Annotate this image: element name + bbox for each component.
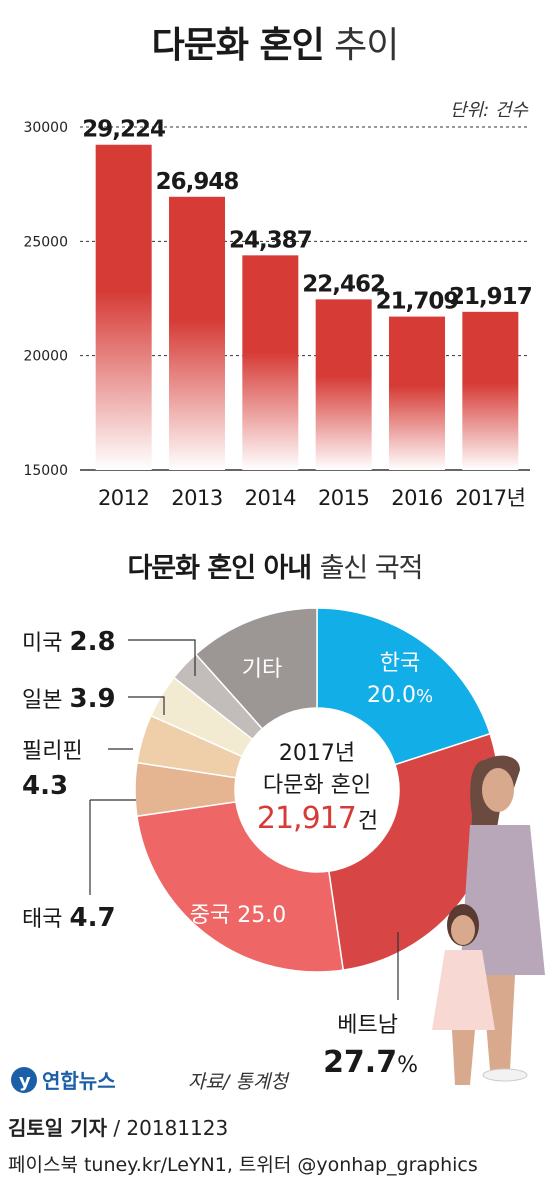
y-tick-label: 30000 — [23, 120, 68, 136]
infographic-svg: 30000 25000 20000 15000 29,224 2012 26,948 2013… — [11, 117, 545, 1093]
infographic-panel: 다문화 혼인 추이 단위: 건수 30000 25000 20000 15000 29,… — [0, 24, 550, 1101]
source-label: 자료/ 통계청 — [188, 1071, 290, 1093]
contact-line: 페이스북 tuney.kr/LeYN1, 트위터 @yonhap_graphic… — [8, 1154, 478, 1176]
x-tick-label: 2013 — [171, 486, 222, 510]
slice-value-number: 3.9 — [69, 684, 115, 714]
slice-label: 일본 3.9 — [22, 684, 116, 714]
publish-date: / 20181123 — [113, 1116, 229, 1140]
slice-value-suffix: % — [397, 1053, 418, 1078]
bar — [95, 144, 152, 470]
bar — [169, 196, 225, 470]
x-tick-label: 2015 — [318, 486, 369, 510]
x-tick-label: 2012 — [98, 486, 149, 510]
donut-title-bold: 다문화 혼인 아내 — [127, 553, 319, 584]
title-bold: 다문화 혼인 — [151, 25, 325, 66]
donut-center-value: 21,917건 — [257, 801, 377, 836]
bar — [242, 255, 299, 470]
bar-value-label: 21,917 — [449, 284, 532, 310]
slice-label: 한국 — [380, 651, 420, 676]
logo-text: 연합뉴스 — [42, 1069, 116, 1093]
bar — [462, 311, 519, 470]
slice-value-number: 4.7 — [69, 903, 115, 933]
bar-value-label: 29,224 — [82, 117, 165, 143]
slice-value-suffix: % — [416, 686, 433, 707]
slice-label: 중국 25.0 — [190, 903, 286, 928]
legs-shape — [482, 975, 515, 1070]
slice-value-number: 25.0 — [237, 903, 286, 928]
bar-value-label: 21,709 — [376, 289, 459, 315]
donut-center-unit: 건 — [358, 809, 377, 834]
donut-center-number: 21,917 — [257, 801, 356, 836]
slice-label-name: 중국 — [190, 903, 237, 928]
slice-label: 태국 4.7 — [22, 903, 116, 933]
donut-center-line: 2017년 — [279, 741, 355, 766]
y-tick-label: 15000 — [23, 463, 68, 479]
logo-mark — [11, 1067, 37, 1093]
title-light: 추이 — [334, 25, 399, 66]
slice-value-number: 2.8 — [69, 627, 115, 657]
face-shape — [482, 768, 514, 812]
footer: 김토일 기자 / 20181123 페이스북 tuney.kr/LeYN1, 트… — [0, 1100, 550, 1183]
slice-label: 미국 2.8 — [22, 627, 116, 657]
slice-value: 27.7% — [323, 1045, 418, 1080]
y-tick-label: 25000 — [23, 234, 68, 250]
child-legs-shape — [452, 1030, 475, 1085]
slice-label-name: 태국 — [22, 907, 69, 932]
x-tick-label: 2017년 — [455, 486, 525, 510]
bar-value-label: 24,387 — [229, 227, 312, 253]
slice-value-number: 27.7 — [323, 1045, 397, 1080]
reporter-name: 김토일 기자 — [8, 1116, 107, 1140]
donut-center-line: 다문화 혼인 — [263, 773, 371, 798]
x-tick-label: 2016 — [391, 486, 443, 510]
bar-value-label: 22,462 — [302, 271, 385, 297]
unit-label: 단위: 건수 — [449, 100, 528, 121]
page-title: 다문화 혼인 추이 — [0, 24, 550, 68]
donut-title: 다문화 혼인 아내 출신 국적 — [127, 553, 422, 584]
bar — [315, 299, 372, 470]
dress-shape — [460, 825, 545, 975]
reporter-line: 김토일 기자 / 20181123 — [8, 1112, 228, 1141]
slice-label: 필리핀 — [22, 739, 83, 764]
slice-label-name: 일본 — [22, 688, 69, 713]
leader-line — [128, 639, 196, 676]
child-dress-shape — [432, 950, 495, 1030]
slice-value: 20.0% — [367, 683, 433, 708]
y-tick-label: 20000 — [23, 349, 68, 365]
x-tick-label: 2014 — [245, 486, 297, 510]
slice-label: 기타 — [242, 657, 282, 682]
slice-value-number: 20.0 — [367, 683, 416, 708]
slice-label: 베트남 — [337, 1013, 398, 1038]
leader-line — [128, 696, 165, 715]
yonhap-logo: y 연합뉴스 — [11, 1067, 116, 1093]
child-face-shape — [451, 915, 475, 945]
logo-glyph: y — [19, 1071, 31, 1092]
bar — [389, 316, 445, 470]
donut-hole — [235, 708, 399, 872]
shoe-shape — [482, 1068, 528, 1082]
slice-label-name: 미국 — [22, 631, 69, 656]
donut-title-light: 출신 국적 — [320, 553, 423, 584]
mother-daughter-illustration — [432, 755, 545, 1085]
bar-value-label: 26,948 — [156, 169, 239, 195]
slice-value: 4.3 — [22, 771, 68, 801]
